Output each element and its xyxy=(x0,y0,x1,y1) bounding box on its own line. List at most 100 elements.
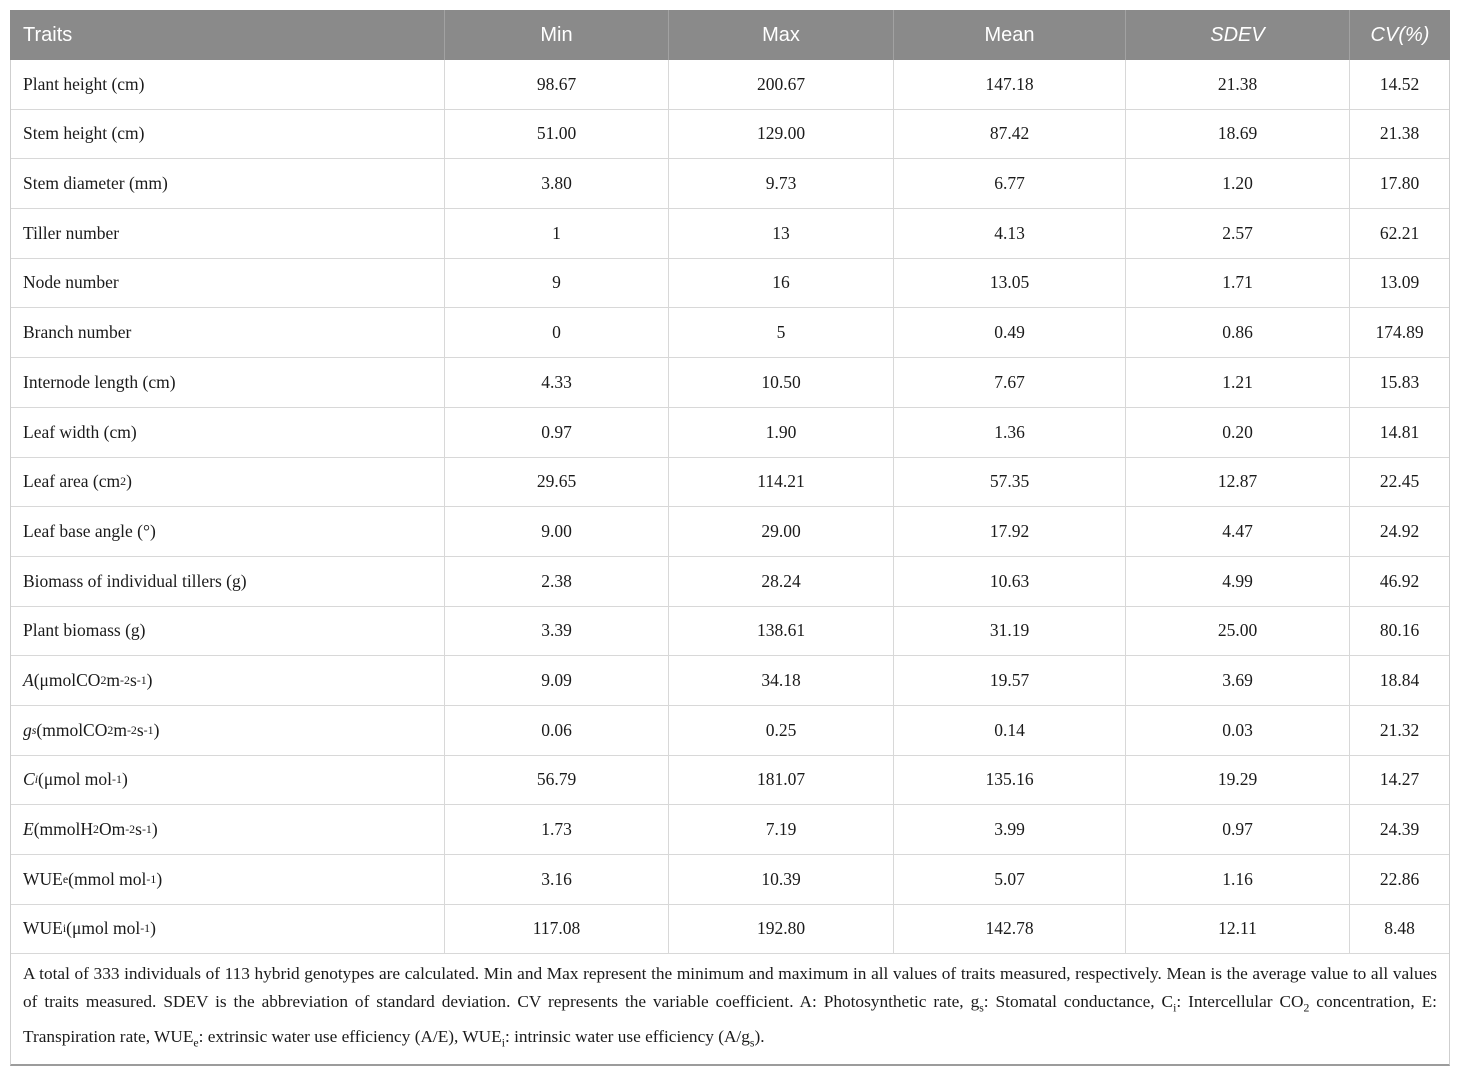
value-cell: 8.48 xyxy=(1349,904,1449,954)
value-cell: 1.21 xyxy=(1125,358,1349,407)
value-cell: 147.18 xyxy=(893,60,1125,109)
value-cell: 29.65 xyxy=(444,457,668,507)
value-cell: 18.84 xyxy=(1349,656,1449,705)
value-cell: 28.24 xyxy=(668,556,893,606)
value-cell: 18.69 xyxy=(1125,109,1349,159)
value-cell: 117.08 xyxy=(444,904,668,954)
value-cell: 25.00 xyxy=(1125,606,1349,656)
table-header-row: Traits Min Max Mean SDEV CV(%) xyxy=(10,10,1450,60)
table-row: Leaf width (cm) 0.97 1.90 1.36 0.20 14.81 xyxy=(11,407,1449,458)
table-row: Branch number 0 5 0.49 0.86 174.89 xyxy=(11,308,1449,359)
value-cell: 80.16 xyxy=(1349,606,1449,656)
table-footnote: A total of 333 individuals of 113 hybrid… xyxy=(10,954,1450,1066)
value-cell: 1.16 xyxy=(1125,855,1349,904)
table-row: Stem height (cm) 51.00 129.00 87.42 18.69 21.… xyxy=(11,109,1449,160)
value-cell: 1 xyxy=(444,209,668,258)
table-row: Leaf area (cm 2) 29.65 114.21 57.35 12.87 22.4… xyxy=(11,457,1449,508)
trait-cell: Branch number xyxy=(23,322,132,343)
value-cell: 181.07 xyxy=(668,755,893,805)
value-cell: 1.36 xyxy=(893,407,1125,457)
value-cell: 14.52 xyxy=(1349,60,1449,109)
value-cell: 192.80 xyxy=(668,904,893,954)
value-cell: 3.80 xyxy=(444,159,668,209)
value-cell: 135.16 xyxy=(893,755,1125,805)
trait-cell: Leaf base angle (°) xyxy=(23,520,156,541)
value-cell: 16 xyxy=(668,258,893,308)
value-cell: 2.38 xyxy=(444,556,668,606)
value-cell: 114.21 xyxy=(668,457,893,507)
table-row: WUE e (mmol mol -1) 3.16 10.39 5.07 1.16 22.86 xyxy=(11,855,1449,905)
value-cell: 10.50 xyxy=(668,358,893,407)
value-cell: 4.47 xyxy=(1125,507,1349,556)
value-cell: 5.07 xyxy=(893,855,1125,904)
column-header-max: Max xyxy=(668,10,893,60)
stats-table: Traits Min Max Mean SDEV CV(%) Plant height (… xyxy=(10,10,1450,1066)
trait-cell: Tiller number xyxy=(23,222,120,243)
value-cell: 6.77 xyxy=(893,159,1125,209)
value-cell: 98.67 xyxy=(444,60,668,109)
trait-cell: Leaf width (cm) xyxy=(23,421,137,442)
value-cell: 0.86 xyxy=(1125,308,1349,358)
value-cell: 0.97 xyxy=(444,407,668,457)
value-cell: 10.63 xyxy=(893,556,1125,606)
column-header-min: Min xyxy=(444,10,668,60)
value-cell: 19.29 xyxy=(1125,755,1349,805)
value-cell: 3.39 xyxy=(444,606,668,656)
value-cell: 9.73 xyxy=(668,159,893,209)
value-cell: 34.18 xyxy=(668,656,893,705)
value-cell: 12.11 xyxy=(1125,904,1349,954)
trait-cell: Biomass of individual tillers (g) xyxy=(23,570,247,591)
value-cell: 0.06 xyxy=(444,705,668,755)
value-cell: 1.90 xyxy=(668,407,893,457)
value-cell: 1.20 xyxy=(1125,159,1349,209)
value-cell: 62.21 xyxy=(1349,209,1449,258)
value-cell: 9.09 xyxy=(444,656,668,705)
value-cell: 56.79 xyxy=(444,755,668,805)
table-row: Biomass of individual tillers (g) 2.38 28.… xyxy=(11,556,1449,607)
value-cell: 4.13 xyxy=(893,209,1125,258)
value-cell: 10.39 xyxy=(668,855,893,904)
value-cell: 4.33 xyxy=(444,358,668,407)
value-cell: 21.32 xyxy=(1349,705,1449,755)
table-row: Plant height (cm) 98.67 200.67 147.18 21.38 1… xyxy=(11,60,1449,110)
value-cell: 17.80 xyxy=(1349,159,1449,209)
value-cell: 7.67 xyxy=(893,358,1125,407)
column-header-cv: CV(%) xyxy=(1349,10,1450,60)
value-cell: 0 xyxy=(444,308,668,358)
column-header-traits: Traits xyxy=(23,23,73,46)
value-cell: 3.99 xyxy=(893,805,1125,854)
value-cell: 129.00 xyxy=(668,109,893,159)
trait-cell: Leaf area (cm 2) xyxy=(23,471,132,492)
value-cell: 0.03 xyxy=(1125,705,1349,755)
value-cell: 13 xyxy=(668,209,893,258)
value-cell: 22.45 xyxy=(1349,457,1449,507)
trait-cell: Stem diameter (mm) xyxy=(23,173,168,194)
value-cell: 14.27 xyxy=(1349,755,1449,805)
table-row: A (μmolCO 2 m -2 s -1) 9.09 34.18 19.57 3.69 18.84 xyxy=(11,656,1449,706)
value-cell: 0.20 xyxy=(1125,407,1349,457)
value-cell: 7.19 xyxy=(668,805,893,854)
column-header-mean: Mean xyxy=(893,10,1125,60)
value-cell: 57.35 xyxy=(893,457,1125,507)
value-cell: 3.16 xyxy=(444,855,668,904)
table-row: E (mmolH 2 Om -2 s -1) 1.73 7.19 3.99 0.97 24.39 xyxy=(11,805,1449,855)
value-cell: 46.92 xyxy=(1349,556,1449,606)
value-cell: 51.00 xyxy=(444,109,668,159)
value-cell: 2.57 xyxy=(1125,209,1349,258)
table-row: Internode length (cm) 4.33 10.50 7.67 1.21 15… xyxy=(11,358,1449,408)
table-row: Stem diameter (mm) 3.80 9.73 6.77 1.20 17.80 xyxy=(11,159,1449,210)
value-cell: 1.71 xyxy=(1125,258,1349,308)
table-row: Node number 9 16 13.05 1.71 13.09 xyxy=(11,258,1449,309)
value-cell: 9.00 xyxy=(444,507,668,556)
value-cell: 21.38 xyxy=(1349,109,1449,159)
value-cell: 19.57 xyxy=(893,656,1125,705)
value-cell: 15.83 xyxy=(1349,358,1449,407)
table-row: Plant biomass (g) 3.39 138.61 31.19 25.00 80.… xyxy=(11,606,1449,657)
trait-cell: E (mmolH 2 Om -2 s -1) xyxy=(23,819,158,840)
trait-cell: Node number xyxy=(23,272,119,293)
trait-cell: Internode length (cm) xyxy=(23,371,176,392)
table-body: Plant height (cm) 98.67 200.67 147.18 21.38 1… xyxy=(10,60,1450,955)
value-cell: 174.89 xyxy=(1349,308,1449,358)
value-cell: 3.69 xyxy=(1125,656,1349,705)
